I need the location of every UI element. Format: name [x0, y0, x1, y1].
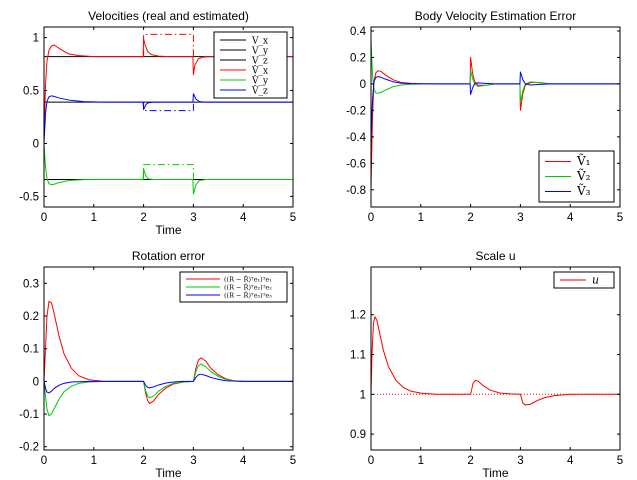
series-group [44, 300, 293, 417]
series-line-3 [371, 71, 620, 144]
x-tick-label: 2 [467, 212, 473, 224]
series-line-1 [44, 300, 293, 405]
x-tick-label: 1 [418, 212, 424, 224]
y-tick-label: 0.4 [350, 26, 367, 38]
x-tick-label: 1 [91, 455, 97, 467]
series-group [371, 316, 620, 406]
plot-frame [370, 26, 621, 208]
x-tick-label: 0 [41, 455, 47, 467]
x-tick-label: 0 [41, 212, 47, 224]
subplot-3: Rotation error 0 1 2 3 4 5 -0.2 -0.1 0 0.1 0.2 0.3 Ti… [19, 249, 296, 480]
subplot-2: Body Velocity Estimation Error 0 1 2 3 4 5 -0.8… [346, 9, 623, 224]
x-tick-label: 4 [240, 455, 247, 467]
y-tick-label: -0.2 [19, 442, 39, 454]
chart-title: Scale u [475, 249, 515, 263]
y-tick-label: 0.2 [350, 52, 366, 64]
legend-label: Ṽ₂ [576, 168, 591, 183]
subplot-1: Velocities (real and estimated) 0 1 2 3 4 5 -0.… [19, 9, 296, 237]
subplot-4: Scale u 0 1 2 3 4 5 0.9 1 1.1 1.2 Time u [350, 249, 623, 480]
x-axis-label: Time [155, 466, 182, 480]
legend-label: V̂_x [251, 65, 268, 77]
legend-label: ((R − R̂)ᵀe₃)ᵀe₃ [224, 291, 272, 299]
legend-label: V_z [251, 57, 268, 67]
series-line-8 [44, 143, 293, 195]
x-tick-label: 4 [567, 455, 574, 467]
y-tick-label: 1 [360, 389, 366, 401]
y-tick-label: -0.5 [19, 191, 39, 203]
x-tick-label: 0 [368, 212, 374, 224]
y-tick-label: -0.4 [346, 132, 366, 144]
y-tick-label: 0.2 [23, 311, 39, 323]
y-tick-label: 0.3 [23, 278, 39, 290]
y-tick-label: 0.1 [23, 344, 39, 356]
x-tick-label: 2 [467, 455, 473, 467]
legend-label: V̂_y [251, 75, 269, 87]
x-tick-label: 3 [190, 212, 196, 224]
series-line-5 [143, 102, 194, 112]
y-tick-label: -0.8 [346, 185, 366, 197]
x-tick-label: 5 [617, 455, 623, 467]
x-tick-label: 2 [140, 455, 146, 467]
series-line-2 [371, 316, 620, 406]
x-tick-label: 4 [567, 212, 574, 224]
legend-box [213, 31, 288, 99]
plot-frame [370, 266, 621, 451]
x-tick-label: 1 [91, 212, 97, 224]
series-line-1 [371, 56, 620, 188]
x-tick-label: 4 [240, 212, 247, 224]
legend-label: V_y [251, 47, 269, 57]
legend: ((R − R̂)ᵀe₁)ᵀe₁((R − R̂)ᵀe₂)ᵀe₂((R − R̂… [179, 271, 288, 303]
y-tick-label: 0.9 [350, 429, 366, 441]
x-tick-label: 3 [517, 455, 523, 467]
x-tick-label: 1 [418, 455, 424, 467]
legend-label: Ṽ₃ [576, 183, 591, 198]
y-tick-label: -0.6 [346, 158, 366, 170]
y-tick-label: 1.2 [350, 310, 366, 322]
y-tick-label: 0 [33, 376, 39, 388]
plot-frame [43, 266, 294, 451]
series-line-3 [44, 373, 293, 394]
x-tick-label: 5 [290, 212, 296, 224]
plot-frame [43, 26, 294, 208]
x-tick-label: 2 [140, 212, 146, 224]
chart-title: Body Velocity Estimation Error [415, 9, 576, 23]
chart-title: Velocities (real and estimated) [88, 9, 249, 23]
series-line-6 [143, 164, 194, 180]
series-line-2 [371, 40, 620, 103]
y-tick-label: 0 [360, 79, 366, 91]
y-tick-label: -0.2 [346, 105, 366, 117]
series-line-9 [44, 93, 293, 144]
series-group [371, 40, 620, 188]
x-axis-label: Time [155, 223, 182, 237]
x-tick-label: 3 [190, 455, 196, 467]
legend-label: ((R − R̂)ᵀe₂)ᵀe₂ [224, 283, 272, 291]
x-axis-label: Time [482, 466, 509, 480]
y-tick-label: -0.1 [19, 409, 39, 421]
series-line-2 [44, 363, 293, 417]
y-tick-label: 0.5 [23, 86, 39, 98]
x-tick-label: 5 [290, 455, 296, 467]
legend-label: ((R − R̂)ᵀe₁)ᵀe₁ [224, 275, 272, 283]
legend: V_xV_yV_zV̂_xV̂_yV̂_z [213, 31, 288, 99]
legend-label: u [592, 274, 599, 287]
chart-title: Rotation error [132, 249, 205, 263]
y-tick-label: 0 [33, 138, 39, 150]
y-tick-label: 1 [33, 33, 39, 45]
legend-label: V_x [251, 37, 268, 47]
y-tick-label: 1.1 [350, 350, 366, 362]
legend-label: Ṽ₁ [576, 153, 590, 168]
legend-label: V̂_z [251, 85, 268, 97]
series-line-7 [44, 38, 293, 139]
x-tick-label: 5 [617, 212, 623, 224]
legend: u [553, 271, 615, 289]
x-tick-label: 3 [517, 212, 523, 224]
series-line-4 [143, 33, 194, 57]
x-tick-label: 0 [368, 455, 374, 467]
